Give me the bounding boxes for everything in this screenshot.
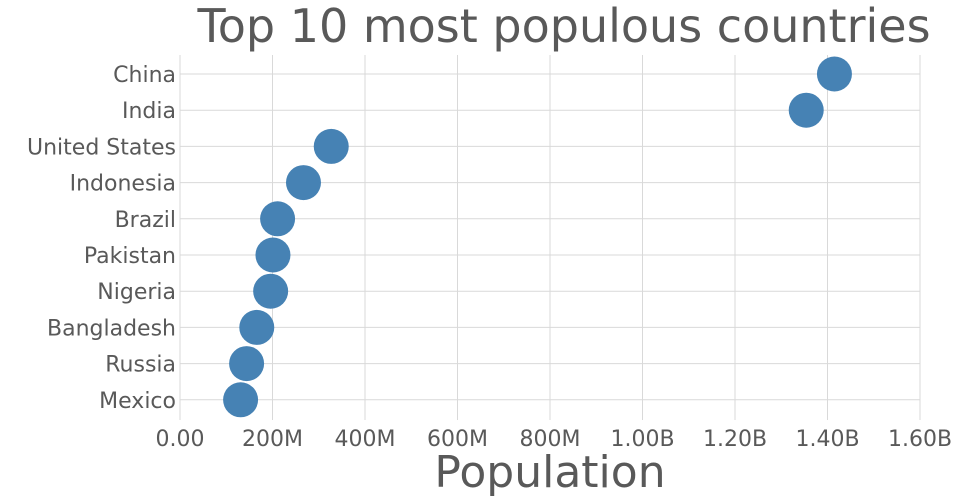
x-tick-label: 200M	[242, 427, 303, 452]
y-tick-label: Russia	[105, 353, 176, 378]
data-point	[239, 309, 275, 345]
data-point	[313, 128, 349, 164]
x-tick-label: 1.20B	[703, 427, 767, 452]
x-tick-label: 400M	[335, 427, 396, 452]
y-axis-ticks: China India United States Indonesia Brazil Pa…	[27, 63, 176, 414]
x-axis-ticks: 0.00 200M 400M 600M 800M 1.00B 1.20B 1.40B 1.60B	[156, 427, 953, 452]
y-tick-label: Mexico	[99, 389, 176, 414]
data-point	[260, 201, 296, 237]
data-point	[255, 237, 291, 273]
x-tick-label: 1.60B	[888, 427, 952, 452]
data-point	[788, 92, 824, 128]
data-point	[816, 56, 852, 92]
chart-title: Top 10 most populous countries	[196, 0, 930, 53]
x-tick-label: 800M	[520, 427, 581, 452]
data-point	[285, 165, 321, 201]
data-point	[253, 273, 289, 309]
y-tick-label: Bangladesh	[47, 316, 176, 341]
y-tick-label: Brazil	[115, 208, 176, 233]
y-tick-label: China	[113, 63, 176, 88]
y-tick-label: India	[122, 99, 176, 124]
y-tick-label: Pakistan	[84, 244, 176, 269]
x-tick-label: 1.00B	[610, 427, 674, 452]
gridlines	[179, 55, 921, 420]
x-tick-label: 1.40B	[795, 427, 859, 452]
y-tick-label: Indonesia	[70, 172, 176, 197]
y-tick-label: Nigeria	[97, 280, 176, 305]
data-points	[223, 56, 852, 418]
y-tick-label: United States	[27, 135, 176, 160]
data-point	[229, 346, 265, 382]
data-point	[223, 382, 259, 418]
x-tick-label: 600M	[427, 427, 488, 452]
x-tick-label: 0.00	[156, 427, 205, 452]
x-axis-title: Population	[434, 447, 665, 498]
